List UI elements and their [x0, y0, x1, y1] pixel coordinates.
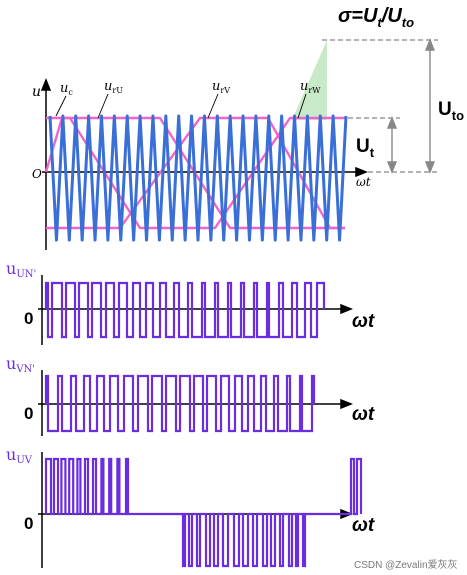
ut-dimension-arrow	[386, 116, 398, 174]
uun-panel: uUN' 0 ωt	[6, 259, 375, 345]
uuv-panel: uUV 0 ωt	[6, 445, 375, 568]
uto-dimension-arrow	[424, 38, 436, 174]
uuv-x-axis-label: ωt	[352, 515, 375, 536]
uvn-pulse-train	[44, 374, 316, 433]
uvn-x-axis-label: ωt	[352, 404, 375, 425]
uvn-panel: uVN' 0 ωt	[6, 354, 375, 436]
uvn-label: uVN'	[6, 354, 35, 375]
legend-uc: uc	[60, 81, 73, 97]
modulating-wave-w	[46, 116, 345, 230]
ut-dimension-label: Ut	[356, 136, 375, 160]
uun-x-axis-label: ωt	[352, 311, 375, 332]
top-x-axis-label: ωt	[356, 175, 371, 189]
uuv-zero-label: 0	[24, 514, 33, 533]
legend-urV: urV	[212, 79, 230, 95]
uun-pulse	[44, 281, 326, 339]
uuv-pulse-train	[44, 457, 363, 568]
carrier-signal	[48, 114, 348, 242]
uuv-label: uUV	[6, 445, 33, 466]
modulation-ratio-formula: σ=Ut/Uto	[338, 5, 414, 30]
origin-label: O	[32, 167, 42, 181]
modulating-wave-u	[44, 116, 345, 230]
uun-pulse-train	[44, 281, 326, 339]
uvn-zero-label: 0	[24, 404, 33, 423]
uto-dimension-label: Uto	[438, 99, 464, 123]
ratio-highlight	[292, 40, 327, 120]
uun-zero-label: 0	[24, 309, 33, 328]
uuv-pulse	[44, 457, 363, 568]
uvn-pulse	[44, 374, 316, 433]
legend-urU: urU	[104, 79, 123, 95]
carrier-modulation-panel: u O ωt uc urU urV urW σ=Ut/Uto Uto Ut	[32, 5, 464, 250]
watermark: CSDN @Zevalin爱灰灰	[354, 558, 458, 571]
uun-label: uUN'	[6, 259, 36, 280]
top-y-axis-label: u	[32, 84, 41, 100]
carrier-triangle-wave	[48, 114, 348, 242]
legend-urW: urW	[300, 79, 321, 95]
legend-leaders	[55, 93, 307, 119]
